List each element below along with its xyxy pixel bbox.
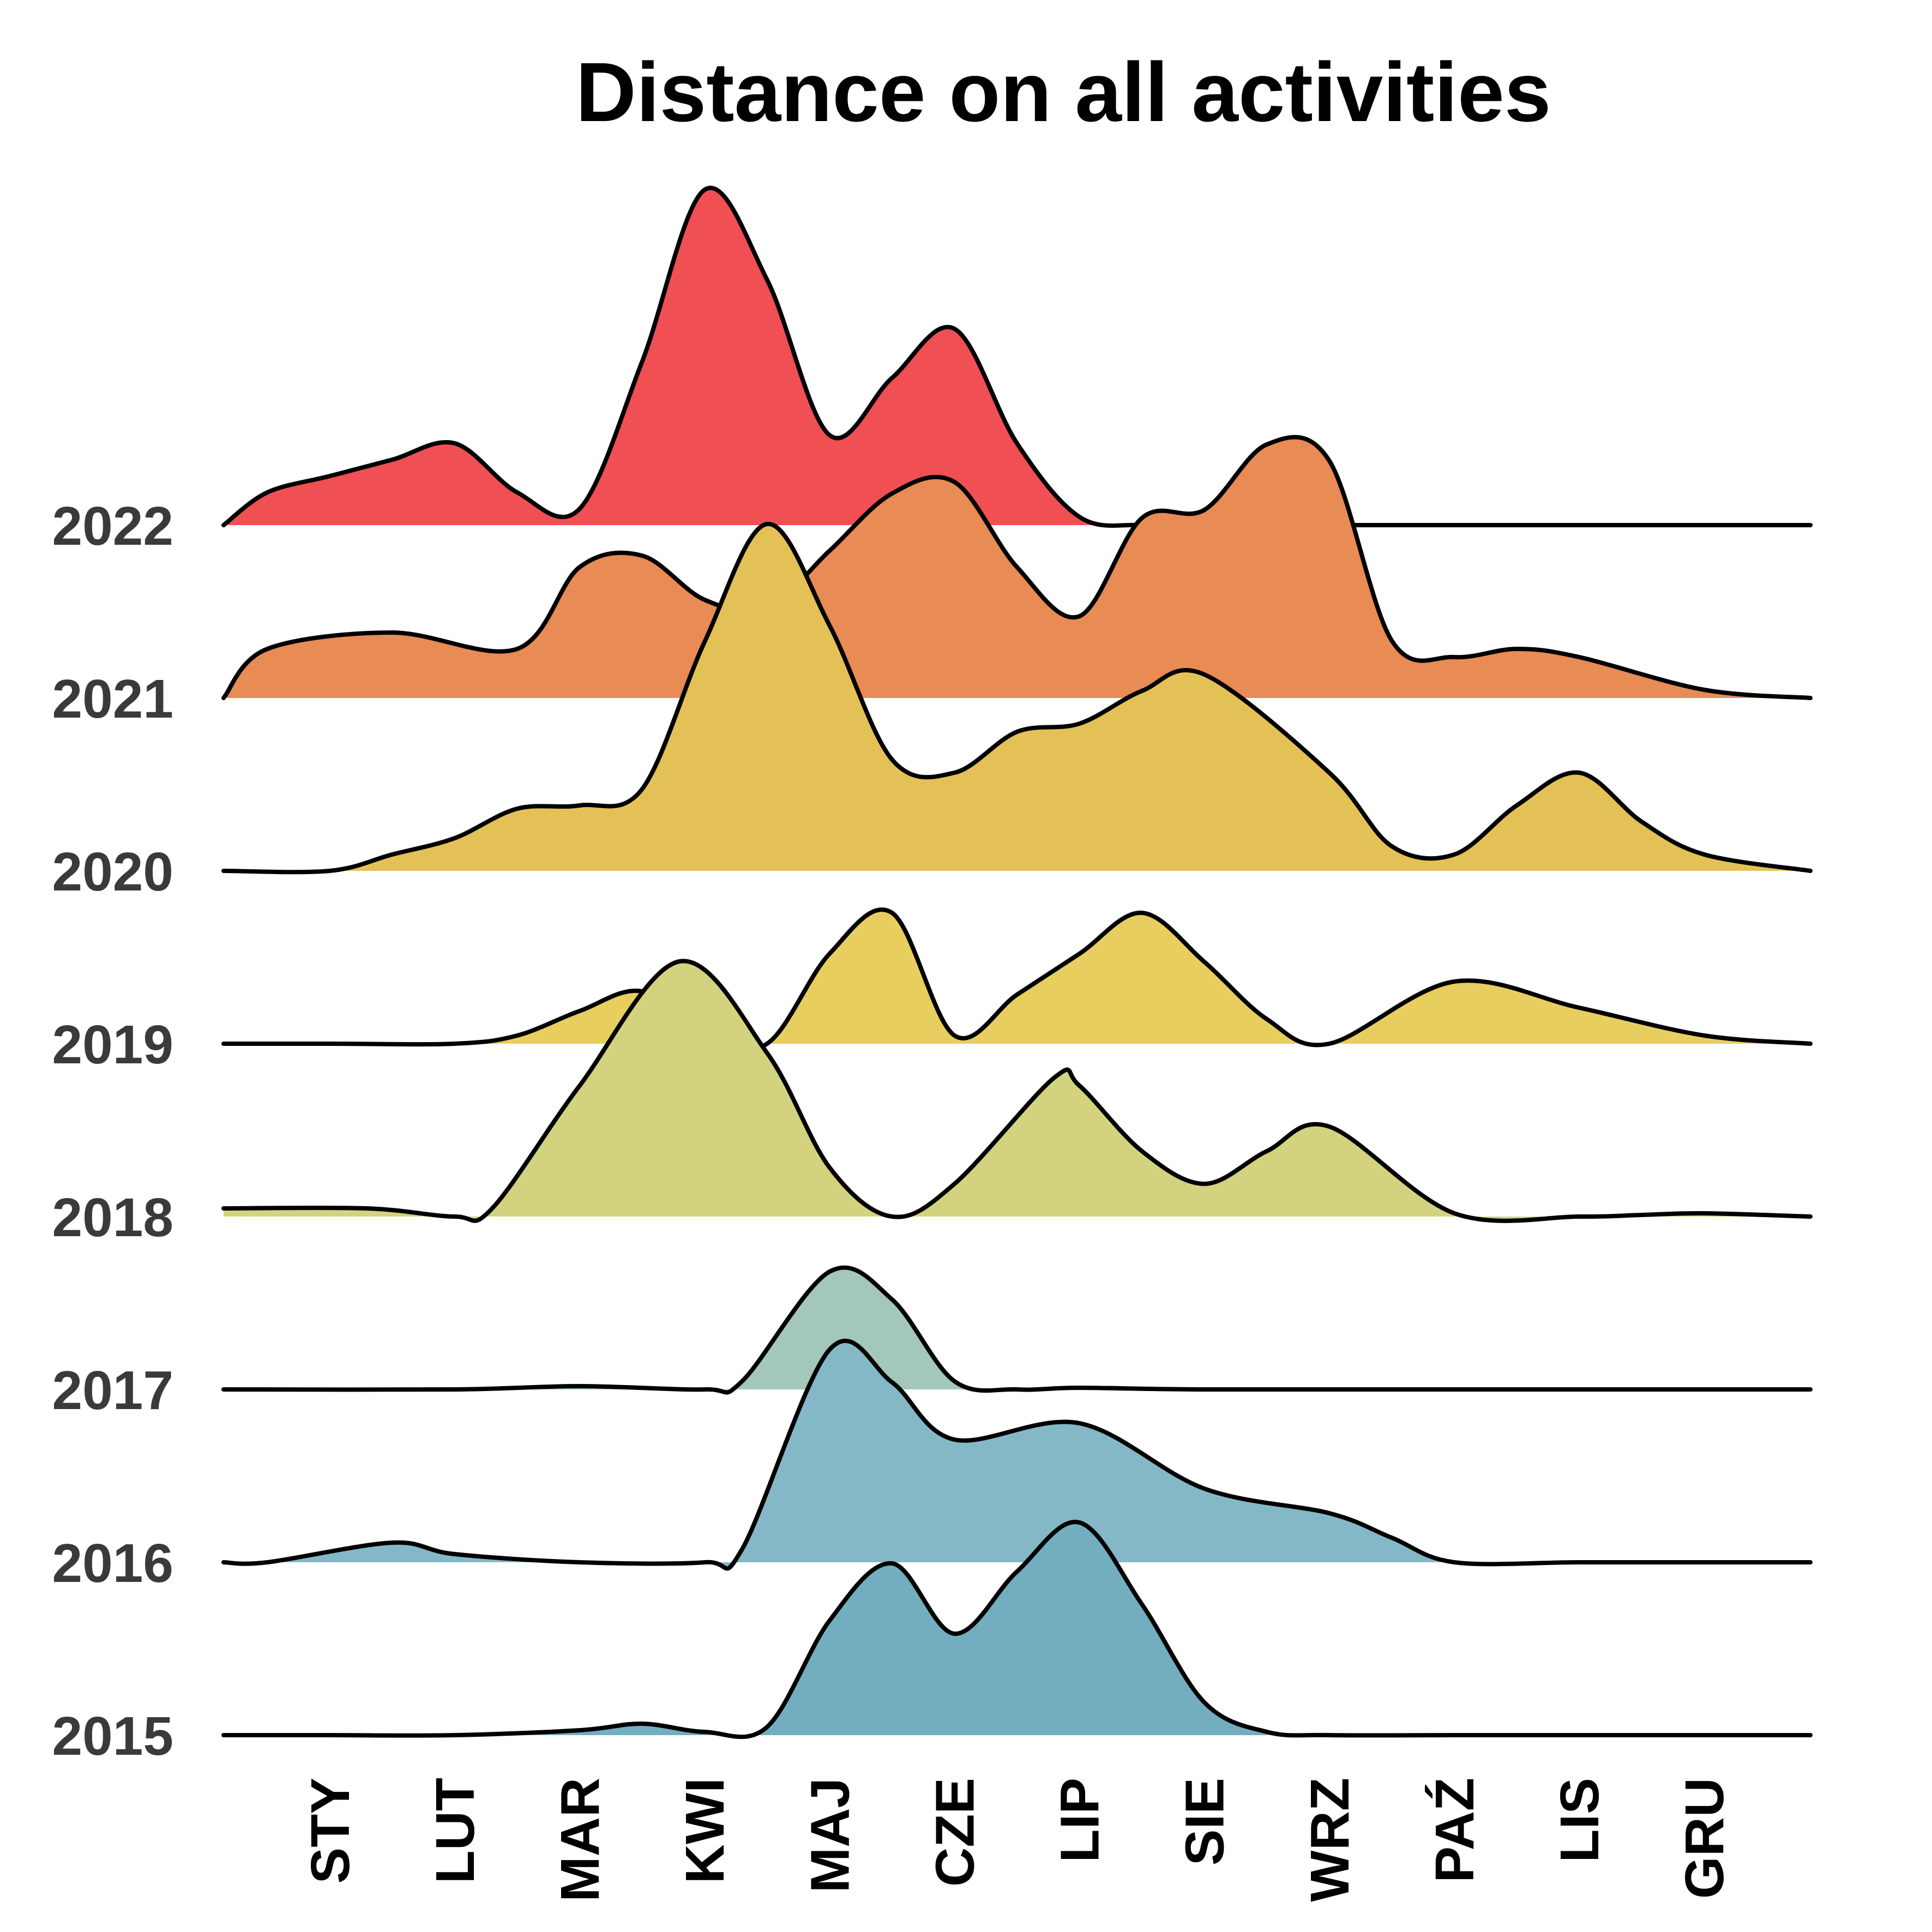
ridge-area-2016 [224, 1340, 1810, 1569]
year-label-2022: 2022 [52, 496, 173, 557]
ridge-line-2019 [221, 907, 1813, 1052]
month-label: GRU [1674, 1778, 1735, 1899]
year-label-2017: 2017 [52, 1360, 173, 1421]
year-label-2015: 2015 [52, 1706, 173, 1767]
ridge-line-2020 [221, 521, 1813, 875]
year-label-2021: 2021 [52, 669, 173, 730]
chart-title: Distance on all activities [576, 45, 1551, 139]
month-label: LUT [425, 1778, 486, 1883]
ridge-area-2015 [224, 1521, 1810, 1737]
ridge-2015 [221, 1520, 1813, 1740]
month-label: KWI [675, 1778, 736, 1883]
month-label: STY [300, 1778, 361, 1883]
ridge-line-2015 [221, 1520, 1813, 1740]
month-label: MAJ [799, 1778, 860, 1893]
ridge-line-2018 [221, 959, 1813, 1223]
year-label-2018: 2018 [52, 1187, 173, 1248]
ridge-2019 [221, 907, 1813, 1052]
month-label: WRZ [1299, 1778, 1361, 1902]
ridge-line-2022 [221, 185, 1813, 528]
month-label: PAŹ [1424, 1778, 1485, 1883]
ridge-2017 [221, 1265, 1813, 1395]
ridge-2021 [221, 435, 1813, 700]
year-label-2016: 2016 [52, 1533, 173, 1594]
ridge-2020 [221, 521, 1813, 875]
ridge-area-2019 [224, 910, 1810, 1050]
ridge-line-2021 [221, 435, 1813, 700]
ridge-line-2016 [221, 1339, 1813, 1571]
month-label: CZE [924, 1778, 985, 1887]
ridge-area-2020 [224, 523, 1810, 872]
ridge-2018 [221, 959, 1813, 1223]
month-label: SIE [1175, 1778, 1236, 1865]
ridge-area-2022 [224, 188, 1810, 526]
ridges [221, 185, 1813, 1740]
month-label: LIP [1050, 1778, 1111, 1863]
year-label-2020: 2020 [52, 841, 173, 902]
year-label-2019: 2019 [52, 1014, 173, 1075]
ridge-2016 [221, 1339, 1813, 1571]
year-labels: 2022 2021 2020 2019 2018 2017 2016 2015 [52, 496, 173, 1767]
ridge-line-2017 [221, 1265, 1813, 1395]
month-labels: STY LUT MAR KWI MAJ CZE LIP SIE WRZ PAŹ LIS GRU [300, 1778, 1735, 1902]
month-label: LIS [1549, 1778, 1610, 1863]
ridge-2022 [221, 185, 1813, 528]
month-label: MAR [550, 1778, 611, 1902]
ridge-area-2017 [224, 1267, 1810, 1393]
